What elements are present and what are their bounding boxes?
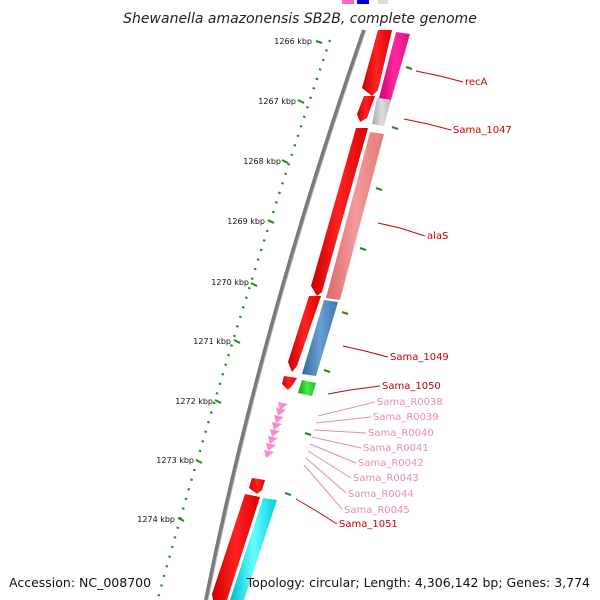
gene-Sama_1049 [302, 300, 338, 376]
scale-label-1273: 1273 kbp [156, 456, 194, 465]
cds-Sama_1050-reverse [282, 376, 297, 390]
scale-label-1268: 1268 kbp [243, 157, 281, 166]
gene-Sama_1047 [372, 98, 391, 126]
gene-label-Sama_1049: Sama_1049 [390, 352, 449, 363]
gene-labels: recA Sama_1047 alaS Sama_1049 Sama_1050 … [339, 77, 512, 530]
gene-label-alaS: alaS [427, 231, 448, 242]
cds-Sama_1051-reverse [212, 494, 260, 600]
gene-label-Sama_R0039: Sama_R0039 [373, 412, 439, 423]
scale-ticks: 1266 kbp 1267 kbp 1268 kbp 1269 kbp 1270… [137, 37, 323, 524]
topology-text: Topology: circular; Length: 4,306,142 bp… [246, 575, 590, 590]
feature-top-partial-pink [342, 0, 354, 4]
cds-track-forward [230, 32, 410, 600]
gene-Sama_1050 [298, 380, 316, 396]
gene-label-Sama_1047: Sama_1047 [453, 125, 512, 136]
map-title: Shewanella amazonensis SB2B, complete ge… [123, 11, 477, 27]
gene-label-Sama_R0040: Sama_R0040 [368, 428, 434, 439]
gene-label-recA: recA [465, 77, 488, 88]
scale-label-1267: 1267 kbp [258, 97, 296, 106]
gene-label-Sama_R0043: Sama_R0043 [353, 473, 419, 484]
trna-Sama_R0044 [266, 443, 276, 451]
trna-Sama_R0039 [276, 408, 286, 416]
gene-label-Sama_1050: Sama_1050 [382, 381, 441, 392]
scale-label-1270: 1270 kbp [211, 278, 249, 287]
gene-label-Sama_R0038: Sama_R0038 [377, 397, 443, 408]
scale-label-1266: 1266 kbp [274, 37, 312, 46]
trna-Sama_R0042 [270, 429, 280, 437]
cds-Sama_1047-reverse [357, 96, 375, 122]
gene-label-Sama_R0045: Sama_R0045 [344, 505, 410, 516]
trna-Sama_R0040 [274, 415, 284, 423]
feature-top-partial-gray [378, 0, 388, 4]
trna-Sama_R0038 [278, 402, 288, 410]
genome-backbone [204, 29, 366, 600]
gene-label-Sama_1051: Sama_1051 [339, 519, 398, 530]
feature-edge-ticks [284, 66, 413, 496]
scale-label-1274: 1274 kbp [137, 515, 175, 524]
scale-label-1272: 1272 kbp [175, 397, 213, 406]
accession-text: Accession: NC_008700 [9, 575, 151, 590]
gene-label-Sama_R0041: Sama_R0041 [363, 443, 429, 454]
feature-top-partial-blue [357, 0, 369, 4]
cds-track-reverse [212, 30, 392, 600]
trna-Sama_R0041 [272, 422, 282, 430]
label-leader-lines [295, 70, 464, 525]
cds-alaS-reverse [311, 128, 368, 296]
gene-label-Sama_R0042: Sama_R0042 [358, 458, 424, 469]
gene-label-Sama_R0044: Sama_R0044 [348, 489, 414, 500]
cds-Sama_1049-reverse [288, 296, 321, 372]
trna-Sama_R0045 [264, 450, 274, 458]
scale-label-1271: 1271 kbp [193, 337, 231, 346]
gene-alaS [326, 132, 384, 300]
scale-label-1269: 1269 kbp [227, 217, 265, 226]
gene-Sama_1051 [230, 498, 277, 600]
genome-backbone-highlight [207, 29, 367, 600]
gene-recA [379, 32, 410, 100]
trna-cluster [264, 402, 288, 458]
cds-recA-reverse [362, 30, 392, 96]
cds-Sama_1051-reverse-small [249, 478, 265, 494]
trna-Sama_R0043 [268, 436, 278, 444]
